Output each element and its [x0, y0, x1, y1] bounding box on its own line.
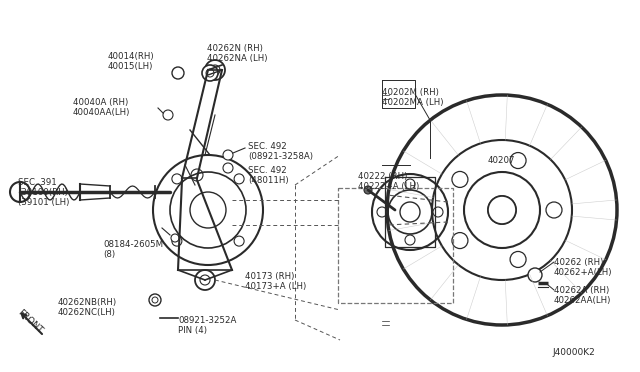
Text: 40222+A (LH): 40222+A (LH): [358, 182, 419, 191]
Bar: [338, 188, 453, 303]
Text: 40222 (RH): 40222 (RH): [358, 172, 408, 181]
Circle shape: [528, 268, 542, 282]
Text: 08184-2605M: 08184-2605M: [103, 240, 163, 249]
Circle shape: [163, 110, 173, 120]
Circle shape: [452, 232, 468, 248]
Text: 40173+A (LH): 40173+A (LH): [245, 282, 307, 291]
Circle shape: [510, 153, 526, 169]
Text: SEC. 492: SEC. 492: [248, 166, 287, 175]
Text: SEC. 391: SEC. 391: [18, 178, 57, 187]
Circle shape: [452, 171, 468, 187]
Text: 08921-3252A: 08921-3252A: [178, 316, 236, 325]
Text: SEC. 492: SEC. 492: [248, 142, 287, 151]
Text: (48011H): (48011H): [248, 176, 289, 185]
Circle shape: [223, 150, 233, 160]
Text: 40262NC(LH): 40262NC(LH): [58, 308, 116, 317]
Circle shape: [172, 67, 184, 79]
Text: J40000K2: J40000K2: [552, 348, 595, 357]
Text: 40262NB(RH): 40262NB(RH): [58, 298, 117, 307]
Text: 40262NA (LH): 40262NA (LH): [207, 54, 268, 63]
Text: (39101 (LH): (39101 (LH): [18, 198, 69, 207]
Text: 40262 (RH): 40262 (RH): [554, 258, 604, 267]
Circle shape: [202, 65, 218, 81]
Text: (8): (8): [103, 250, 115, 259]
Text: 40202M (RH): 40202M (RH): [382, 88, 439, 97]
Circle shape: [149, 294, 161, 306]
Text: 40040A (RH): 40040A (RH): [73, 98, 128, 107]
Text: 40040AA(LH): 40040AA(LH): [73, 108, 131, 117]
Text: 40014(RH): 40014(RH): [108, 52, 155, 61]
Text: PIN (4): PIN (4): [178, 326, 207, 335]
Text: (08921-3258A): (08921-3258A): [248, 152, 313, 161]
Circle shape: [172, 174, 182, 184]
Circle shape: [171, 234, 179, 242]
Text: FRONT: FRONT: [16, 308, 44, 336]
Circle shape: [377, 207, 387, 217]
Circle shape: [223, 163, 233, 173]
Text: 40207: 40207: [488, 156, 515, 165]
Text: 40015(LH): 40015(LH): [108, 62, 154, 71]
Circle shape: [172, 236, 182, 246]
Circle shape: [433, 207, 443, 217]
Circle shape: [488, 196, 516, 224]
Circle shape: [546, 202, 562, 218]
Text: 40262N (RH): 40262N (RH): [207, 44, 263, 53]
Circle shape: [405, 235, 415, 245]
Circle shape: [364, 186, 372, 194]
Text: 40262AA(LH): 40262AA(LH): [554, 296, 611, 305]
Text: 40202MA (LH): 40202MA (LH): [382, 98, 444, 107]
Circle shape: [510, 251, 526, 267]
Circle shape: [234, 236, 244, 246]
Text: 40173 (RH): 40173 (RH): [245, 272, 294, 281]
Text: (39100(RH): (39100(RH): [18, 188, 68, 197]
Circle shape: [234, 174, 244, 184]
Text: 40262+A(LH): 40262+A(LH): [554, 268, 612, 277]
Text: 40262A (RH): 40262A (RH): [554, 286, 609, 295]
Circle shape: [405, 179, 415, 189]
